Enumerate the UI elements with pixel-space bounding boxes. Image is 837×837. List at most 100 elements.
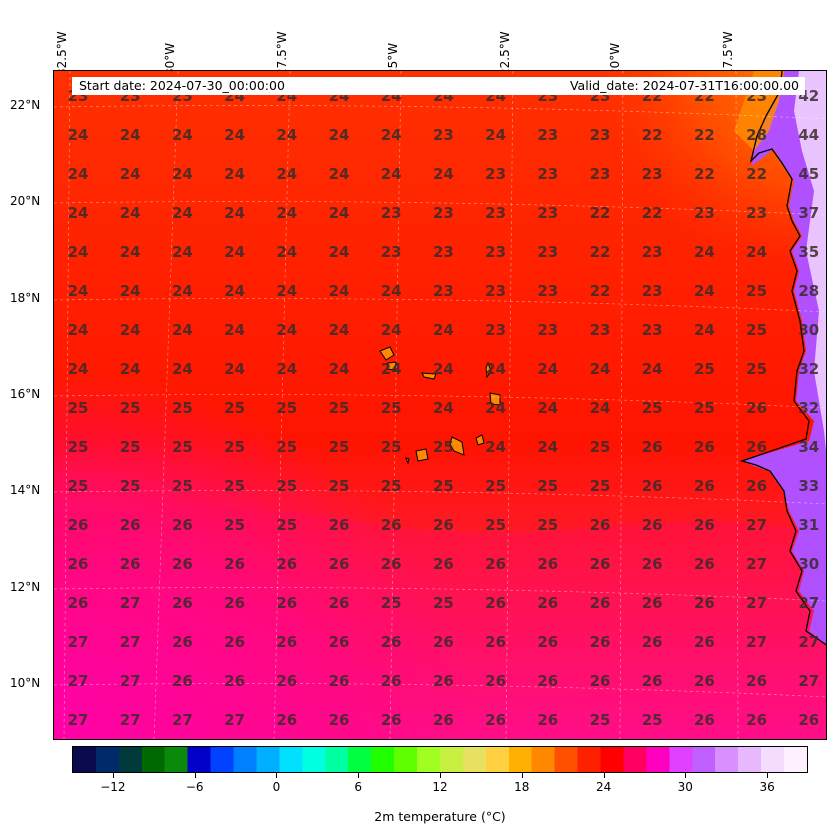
grid-value-label: 25: [537, 516, 558, 534]
grid-value-label: 26: [590, 594, 611, 612]
grid-value-label: 26: [276, 555, 297, 573]
grid-value-label: 25: [381, 477, 402, 495]
grid-value-label: 26: [590, 672, 611, 690]
grid-value-label: 35: [798, 243, 819, 261]
grid-value-label: 25: [694, 399, 715, 417]
grid-value-label: 25: [433, 477, 454, 495]
colorbar-tick-label: 24: [595, 780, 612, 794]
grid-value-label: 25: [642, 399, 663, 417]
grid-value-label: 22: [694, 126, 715, 144]
grid-value-label: 26: [746, 399, 767, 417]
grid-value-label: 26: [224, 555, 245, 573]
colorbar-tick-label: −6: [185, 780, 204, 794]
grid-value-label: 26: [642, 594, 663, 612]
grid-value-label: 26: [329, 555, 350, 573]
grid-value-label: 24: [68, 360, 89, 378]
grid-value-label: 26: [329, 594, 350, 612]
grid-value-label: 24: [224, 282, 245, 300]
colorbar-tick: [603, 773, 605, 778]
grid-value-label: 24: [172, 126, 193, 144]
grid-value-label: 26: [590, 516, 611, 534]
grid-value-label: 25: [224, 477, 245, 495]
start-date-text: Start date: 2024-07-30_00:00:00: [79, 78, 285, 93]
grid-value-label: 26: [694, 633, 715, 651]
grid-value-label: 23: [433, 243, 454, 261]
grid-value-label: 25: [590, 477, 611, 495]
grid-value-label: 25: [224, 516, 245, 534]
grid-value-label: 24: [68, 282, 89, 300]
grid-value-label: 23: [485, 321, 506, 339]
grid-value-label: 25: [68, 477, 89, 495]
grid-value-label: 26: [590, 555, 611, 573]
grid-value-label: 24: [172, 243, 193, 261]
grid-value-label: 24: [537, 360, 558, 378]
grid-value-label: 26: [329, 633, 350, 651]
grid-value-label: 23: [537, 126, 558, 144]
grid-value-label: 24: [694, 243, 715, 261]
grid-value-label: 26: [694, 438, 715, 456]
grid-value-label: 24: [224, 243, 245, 261]
grid-value-label: 24: [537, 438, 558, 456]
grid-value-label: 26: [172, 633, 193, 651]
grid-value-label: 26: [276, 594, 297, 612]
grid-value-label: 26: [746, 477, 767, 495]
grid-value-label: 24: [537, 399, 558, 417]
grid-value-label: 25: [276, 399, 297, 417]
grid-value-label: 26: [381, 555, 402, 573]
grid-value-label: 22: [642, 126, 663, 144]
grid-value-label: 24: [329, 282, 350, 300]
grid-value-label: 23: [433, 204, 454, 222]
grid-value-label: 30: [798, 321, 819, 339]
grid-value-label: 26: [642, 516, 663, 534]
grid-value-label: 24: [276, 165, 297, 183]
grid-value-label: 25: [485, 477, 506, 495]
colorbar-tick-label: 12: [432, 780, 448, 794]
grid-value-label: 27: [798, 672, 819, 690]
temperature-map[interactable]: 23 23 23 24 24 24 24 24 24 23 23 22 22 23 42 24 24 24 24 24…: [53, 70, 827, 740]
grid-value-label: 25: [746, 321, 767, 339]
grid-value-label: 27: [172, 711, 193, 729]
grid-value-label: 25: [433, 438, 454, 456]
grid-value-label: 24: [224, 360, 245, 378]
grid-value-label: 25: [120, 438, 141, 456]
grid-value-label: 23: [485, 204, 506, 222]
grid-value-label: 24: [329, 243, 350, 261]
grid-value-label: 27: [120, 672, 141, 690]
coastline: [739, 71, 826, 646]
grid-value-label: 24: [224, 165, 245, 183]
grid-value-label: 24: [172, 204, 193, 222]
grid-value-label: 24: [381, 165, 402, 183]
grid-value-label: 26: [224, 633, 245, 651]
grid-value-label: 23: [642, 243, 663, 261]
grid-value-label: 23: [590, 165, 611, 183]
grid-value-label: 27: [68, 672, 89, 690]
grid-value-label: 24: [485, 438, 506, 456]
grid-value-label: 25: [276, 477, 297, 495]
grid-value-label: 26: [694, 672, 715, 690]
grid-value-label: 26: [381, 633, 402, 651]
lat-label: 14°N: [10, 483, 41, 497]
grid-value-label: 24: [276, 243, 297, 261]
grid-value-label: 24: [746, 243, 767, 261]
grid-value-label: 24: [172, 321, 193, 339]
grid-value-label: 27: [120, 594, 141, 612]
colorbar-tick: [521, 773, 523, 778]
lat-label: 22°N: [10, 98, 41, 112]
grid-value-label: 23: [537, 165, 558, 183]
grid-value-label: 26: [485, 555, 506, 573]
grid-value-label: 24: [694, 321, 715, 339]
grid-value-label: 24: [120, 360, 141, 378]
grid-value-label: 26: [329, 711, 350, 729]
grid-value-label: 24: [381, 360, 402, 378]
grid-value-label: 25: [746, 360, 767, 378]
grid-value-label: 32: [798, 399, 819, 417]
grid-value-label: 26: [746, 438, 767, 456]
grid-value-label: 23: [642, 282, 663, 300]
colorbar-tick-label: 36: [759, 780, 775, 794]
grid-value-label: 27: [798, 594, 819, 612]
grid-value-label: 25: [590, 711, 611, 729]
grid-value-label: 24: [329, 360, 350, 378]
grid-value-label: 25: [276, 516, 297, 534]
grid-value-label: 26: [381, 516, 402, 534]
lat-label: 20°N: [10, 194, 41, 208]
